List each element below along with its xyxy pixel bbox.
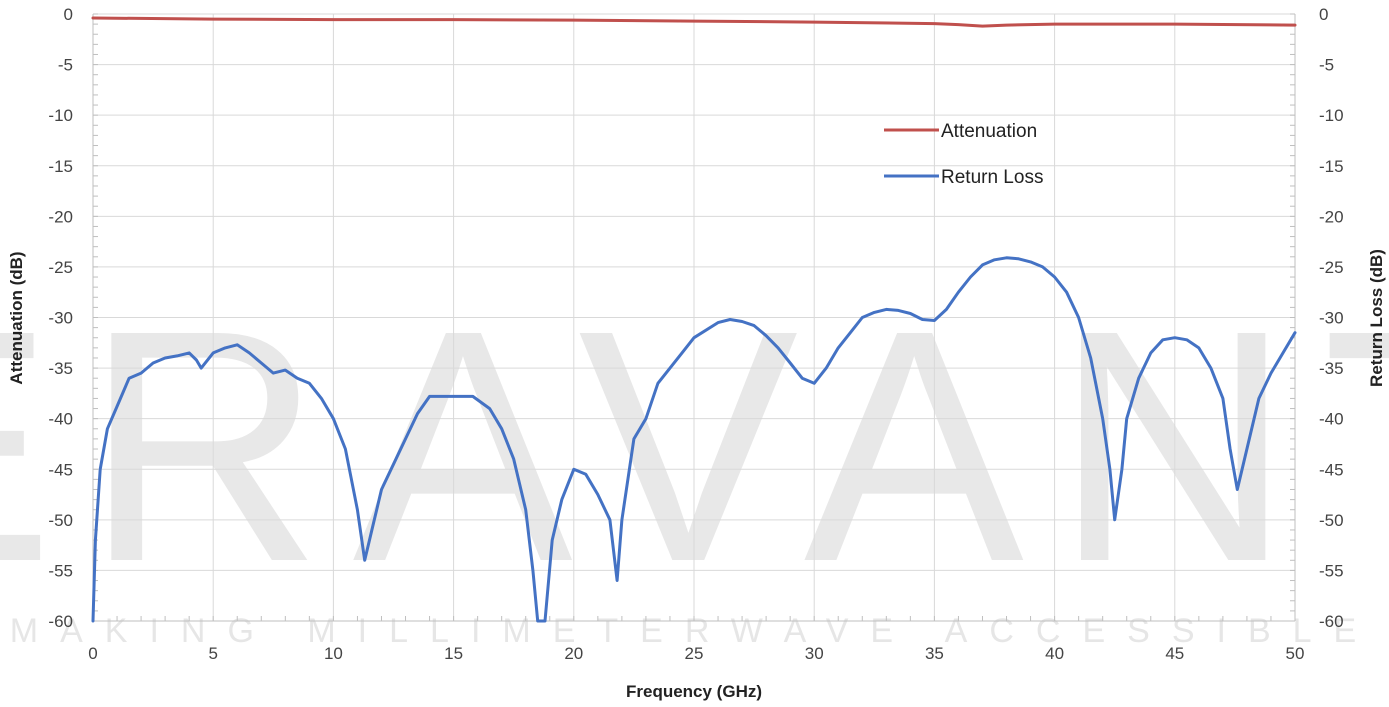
legend-label-attenuation: Attenuation — [941, 121, 1037, 142]
x-tick-label: 30 — [805, 644, 824, 663]
right-tick-label: -35 — [1319, 359, 1344, 378]
right-tick-label: -50 — [1319, 511, 1344, 530]
right-tick-label: -20 — [1319, 207, 1344, 226]
x-axis-ticks: 0 5 10 15 20 25 30 35 40 45 50 — [88, 644, 1304, 663]
watermark-tagline: MAKING MILLIMETERWAVE ACCESSIBLE — [10, 612, 1378, 650]
left-tick-label: -50 — [48, 511, 73, 530]
right-axis-ticks: 0 -5 -10 -15 -20 -25 -30 -35 -40 -45 -50 -55 -60 — [1319, 5, 1344, 631]
x-tick-label: 10 — [324, 644, 343, 663]
left-tick-label: -30 — [48, 309, 73, 328]
legend: Attenuation Return Loss — [884, 121, 1043, 188]
x-tick-label: 25 — [685, 644, 704, 663]
grid — [92, 13, 1296, 622]
x-axis-title: Frequency (GHz) — [626, 682, 762, 701]
left-axis-ticks: 0 -5 -10 -15 -20 -25 -30 -35 -40 -45 -50 -55 -60 — [48, 5, 73, 631]
plot-frame — [92, 13, 1296, 622]
x-tick-label: 15 — [444, 644, 463, 663]
left-tick-label: -45 — [48, 460, 73, 479]
right-tick-label: -30 — [1319, 309, 1344, 328]
x-tick-label: 45 — [1165, 644, 1184, 663]
x-tick-label: 20 — [564, 644, 583, 663]
left-tick-label: -35 — [48, 359, 73, 378]
series-line-attenuation — [91, 16, 1297, 28]
legend-label-return-loss: Return Loss — [941, 167, 1043, 188]
right-tick-label: -5 — [1319, 56, 1334, 75]
series-line-return-loss — [91, 256, 1297, 623]
left-tick-label: -55 — [48, 561, 73, 580]
left-tick-label: -40 — [48, 410, 73, 429]
right-tick-label: -10 — [1319, 106, 1344, 125]
right-tick-label: -60 — [1319, 612, 1344, 631]
series-layer — [91, 16, 1297, 623]
right-tick-label: 0 — [1319, 5, 1328, 24]
left-tick-label: 0 — [64, 5, 73, 24]
left-tick-label: -25 — [48, 258, 73, 277]
right-axis-title: Return Loss (dB) — [1367, 249, 1386, 387]
left-tick-label: -60 — [48, 612, 73, 631]
x-tick-label: 0 — [88, 644, 97, 663]
right-tick-label: -55 — [1319, 561, 1344, 580]
right-tick-label: -15 — [1319, 157, 1344, 176]
x-tick-label: 50 — [1286, 644, 1305, 663]
right-tick-label: -25 — [1319, 258, 1344, 277]
right-tick-label: -45 — [1319, 460, 1344, 479]
x-tick-label: 40 — [1045, 644, 1064, 663]
right-tick-label: -40 — [1319, 410, 1344, 429]
left-tick-label: -5 — [58, 56, 73, 75]
left-tick-label: -15 — [48, 157, 73, 176]
x-tick-label: 35 — [925, 644, 944, 663]
left-axis-title: Attenuation (dB) — [7, 251, 26, 384]
x-tick-label: 5 — [208, 644, 217, 663]
left-tick-label: -20 — [48, 207, 73, 226]
left-tick-label: -10 — [48, 106, 73, 125]
